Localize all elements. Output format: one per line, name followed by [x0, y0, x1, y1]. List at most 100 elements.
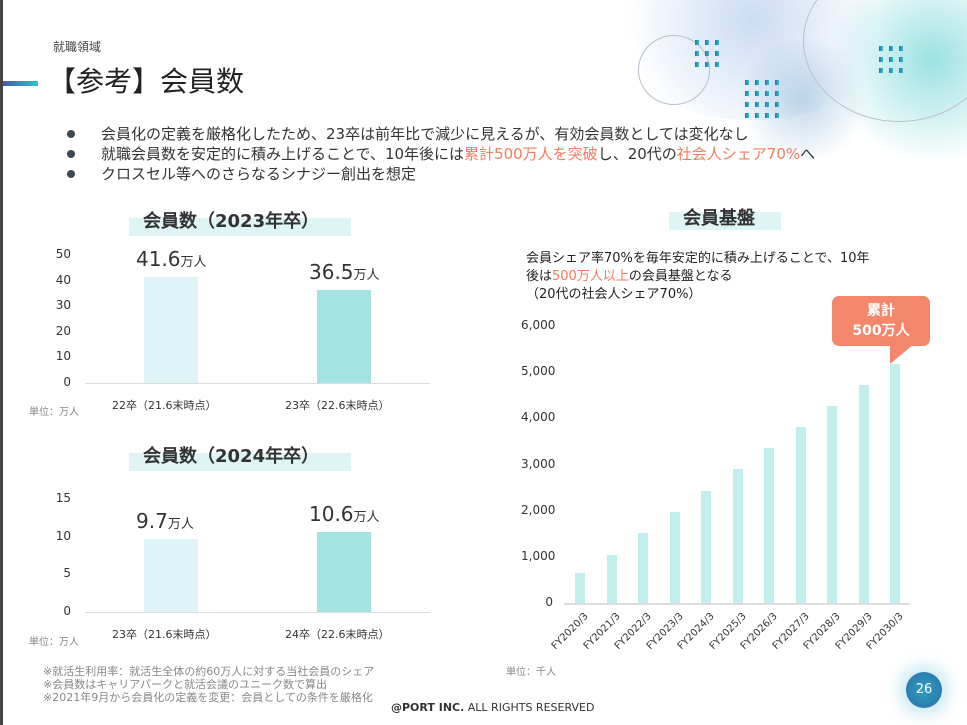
bullet-text: クロスセル等へのさらなるシナジー創出を想定: [101, 165, 417, 183]
copyright-text: ALL RIGHTS RESERVED: [464, 701, 595, 714]
y-tick-label: 6,000: [521, 318, 556, 332]
data-label-value: 36.5: [309, 259, 354, 284]
desc-text: （20代の社会人シェア70%）: [526, 287, 702, 302]
decor-dot: [765, 91, 769, 96]
footnote: ※就活生利用率：就活生全体の約60万人に対する当社会員のシェア: [43, 665, 375, 678]
footnotes: ※就活生利用率：就活生全体の約60万人に対する当社会員のシェア ※会員数はキャリア…: [43, 665, 374, 704]
y-tick-label: 0: [545, 595, 553, 609]
bar: [575, 572, 585, 603]
decor-dot: [745, 102, 749, 107]
bullet-highlight: 累計500万人を突破: [464, 145, 598, 163]
decor-dot: [879, 57, 883, 62]
bar: [317, 532, 371, 612]
chart-title: 会員数（2023年卒）: [143, 211, 320, 232]
footnote: ※会員数はキャリアパークと就活会議のユニーク数で算出: [43, 678, 327, 691]
page-title: 【参考】会員数: [48, 65, 245, 98]
bar: [732, 469, 743, 603]
bullet-item: クロスセル等へのさらなるシナジー創出を想定: [67, 164, 815, 184]
bar: [890, 363, 900, 603]
decor-dot: [775, 113, 779, 118]
bullet-dot: [67, 150, 75, 158]
decor-dots: [879, 46, 903, 73]
unit-label: 単位：千人: [506, 667, 556, 678]
y-tick-label: 0: [63, 604, 71, 618]
decor-dot: [889, 68, 893, 73]
bullet-text: し、20代の: [597, 145, 677, 163]
data-label-value: 9.7: [136, 508, 168, 533]
data-label-value: 41.6: [136, 246, 181, 271]
y-tick-label: 10: [55, 349, 71, 364]
bar: [858, 385, 869, 603]
decor-dot: [899, 46, 903, 51]
data-label-unit: 万人: [353, 510, 380, 526]
bar: [827, 405, 837, 603]
y-tick-label: 5,000: [521, 364, 556, 379]
decor-dot: [889, 46, 893, 51]
x-tick-label: 23卒（22.6末時点）: [285, 399, 390, 412]
bullet-dot: [67, 170, 75, 178]
copyright: @PORT INC. ALL RIGHTS RESERVED: [391, 701, 594, 714]
desc-text: 会員シェア率70%を毎年安定的に積み上げることで、10年: [526, 251, 870, 266]
decor-dot: [695, 51, 699, 56]
decor-dot: [775, 102, 779, 107]
x-axis-line: [85, 612, 430, 613]
title-accent-bar: [3, 81, 38, 86]
decor-dot: [755, 102, 759, 107]
chart-title-bg: [129, 453, 351, 471]
y-tick-label: 3,000: [521, 456, 556, 471]
page-number: 26: [906, 672, 942, 708]
y-tick-label: 20: [55, 323, 71, 338]
decor-dots: [695, 40, 719, 67]
decor-dot: [705, 40, 709, 45]
bar: [606, 554, 617, 603]
decor-dot: [775, 80, 779, 85]
decor-dot: [755, 113, 759, 118]
decor-dot: [879, 68, 883, 73]
chart-title: 会員数（2024年卒）: [143, 446, 320, 467]
decor-dots: [745, 80, 779, 118]
decor-dot: [899, 57, 903, 62]
data-label-unit: 万人: [180, 254, 207, 270]
decor-dot: [879, 46, 883, 51]
bar: [638, 532, 648, 603]
desc-text: の会員基盤となる: [628, 269, 733, 284]
section-label: 就職領域: [53, 40, 102, 54]
bullet-text: 就職会員数を安定的に積み上げることで、10年後には: [101, 145, 465, 163]
chart-description: 会員シェア率70%を毎年安定的に積み上げることで、10年 後は500万人以上の会…: [526, 250, 870, 304]
y-tick-label: 40: [55, 272, 71, 287]
decor-dot: [889, 57, 893, 62]
y-tick-label: 4,000: [521, 410, 556, 425]
data-label: 10.6万人: [309, 502, 380, 526]
data-label: 9.7万人: [136, 509, 194, 533]
desc-text: 後は: [526, 269, 553, 284]
decor-dot: [715, 62, 719, 67]
data-label-value: 10.6: [309, 502, 354, 527]
bar: [795, 427, 806, 603]
chart-title-bg: [129, 218, 351, 236]
decor-dot: [705, 51, 709, 56]
decor-dot: [705, 62, 709, 67]
decor-dot: [765, 113, 769, 118]
y-tick-label: 50: [55, 247, 71, 261]
bar: [764, 447, 774, 603]
y-tick-label: 30: [55, 298, 71, 313]
x-axis-line: [564, 603, 910, 605]
bullet-text: へ: [800, 145, 816, 163]
decor-dot: [899, 68, 903, 73]
bullet-list: 会員化の定義を厳格化したため、23卒は前年比で減少に見えるが、有効会員数としては…: [67, 124, 815, 184]
decor-dot: [765, 80, 769, 85]
bullet-highlight: 社会人シェア70%: [676, 145, 801, 163]
y-tick-label: 2,000: [521, 502, 556, 517]
chart-title: 会員基盤: [683, 208, 755, 229]
data-label-unit: 万人: [167, 516, 194, 532]
data-label-unit: 万人: [353, 267, 380, 283]
bar: [317, 289, 371, 383]
y-tick-label: 5: [63, 566, 71, 581]
y-tick-label: 1,000: [521, 548, 556, 563]
decor-dot: [775, 91, 779, 96]
x-tick-label: 24卒（22.6末時点）: [285, 628, 390, 641]
y-tick-label: 15: [55, 491, 71, 505]
bullet-dot: [67, 130, 75, 138]
decor-dot: [715, 51, 719, 56]
data-label: 41.6万人: [136, 247, 207, 271]
